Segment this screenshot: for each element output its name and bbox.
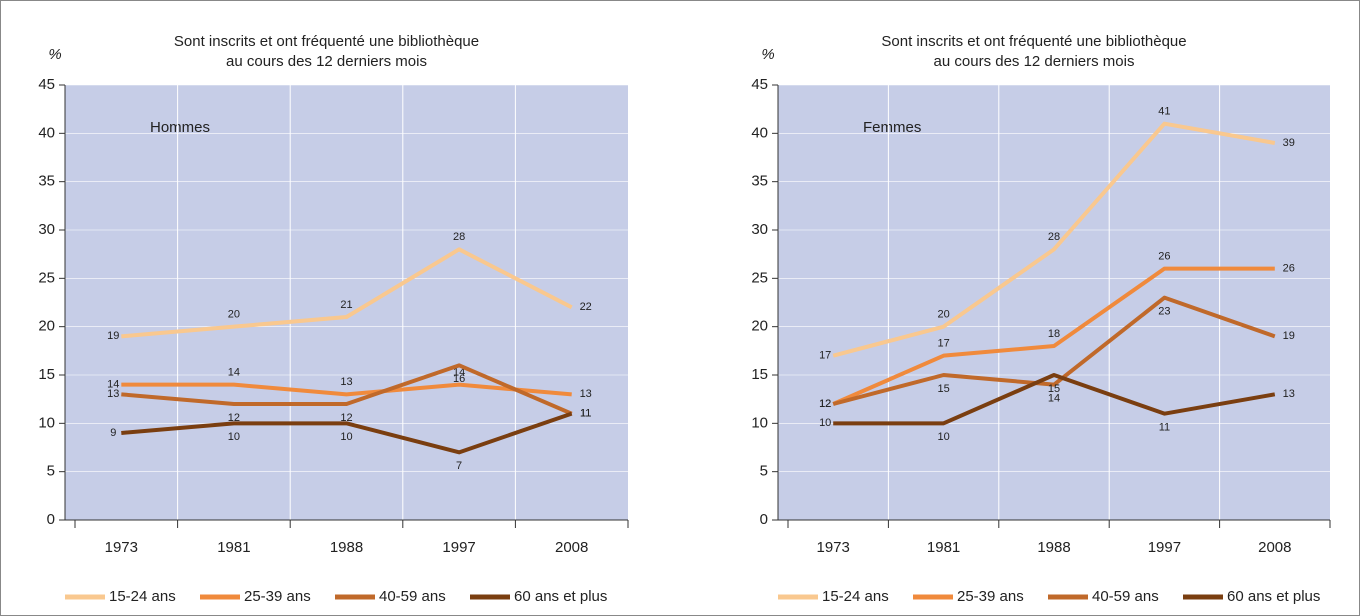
data-label: 9 bbox=[110, 427, 116, 439]
plot-area bbox=[65, 85, 628, 520]
legend-label: 15-24 ans bbox=[109, 588, 176, 605]
data-label: 14 bbox=[107, 379, 119, 391]
data-label: 14 bbox=[228, 367, 240, 379]
chart-title: Sont inscrits et ont fréquenté une bibli… bbox=[881, 33, 1186, 50]
data-label: 26 bbox=[1283, 263, 1295, 275]
data-label: 10 bbox=[228, 431, 240, 443]
series-line bbox=[121, 363, 573, 416]
y-tick-label: 30 bbox=[751, 221, 768, 238]
series-line bbox=[832, 266, 1275, 406]
chart-title: Sont inscrits et ont fréquenté une bibli… bbox=[174, 33, 479, 50]
data-label: 12 bbox=[819, 398, 831, 410]
data-label: 13 bbox=[340, 376, 352, 388]
data-label: 10 bbox=[819, 417, 831, 429]
y-tick-label: 5 bbox=[47, 463, 55, 480]
data-label: 39 bbox=[1283, 137, 1295, 149]
data-label: 10 bbox=[340, 431, 352, 443]
data-label: 12 bbox=[819, 398, 831, 410]
y-tick-label: 25 bbox=[751, 269, 768, 286]
series-line bbox=[832, 121, 1276, 358]
y-tick-label: 0 bbox=[760, 511, 768, 528]
legend-label: 40-59 ans bbox=[379, 588, 446, 605]
data-label: 21 bbox=[340, 299, 352, 311]
annotation: Hommes bbox=[150, 119, 210, 136]
data-label: 16 bbox=[453, 373, 465, 385]
legend-label: 60 ans et plus bbox=[514, 588, 607, 605]
legend-label: 15-24 ans bbox=[822, 588, 889, 605]
y-tick-label: 45 bbox=[38, 76, 55, 93]
y-tick-label: 20 bbox=[751, 318, 768, 335]
legend-label: 25-39 ans bbox=[957, 588, 1024, 605]
data-label: 11 bbox=[580, 408, 591, 420]
x-tick-label: 1988 bbox=[1037, 539, 1070, 556]
data-label: 41 bbox=[1158, 106, 1170, 118]
y-tick-label: 45 bbox=[751, 76, 768, 93]
data-label: 19 bbox=[1283, 330, 1295, 342]
data-label: 14 bbox=[1048, 393, 1060, 405]
data-label: 28 bbox=[453, 231, 465, 243]
x-tick-label: 1973 bbox=[105, 539, 138, 556]
data-label: 15 bbox=[937, 383, 949, 395]
y-axis-label: % bbox=[761, 46, 774, 63]
data-label: 17 bbox=[937, 338, 949, 350]
data-label: 12 bbox=[228, 412, 240, 424]
y-tick-label: 0 bbox=[47, 511, 55, 528]
chart-title: au cours des 12 derniers mois bbox=[226, 53, 427, 70]
data-label: 10 bbox=[937, 431, 949, 443]
x-tick-label: 1973 bbox=[817, 539, 850, 556]
x-tick-label: 2008 bbox=[1258, 539, 1291, 556]
y-tick-label: 40 bbox=[38, 124, 55, 141]
series-line bbox=[833, 373, 1276, 426]
y-tick-label: 10 bbox=[38, 414, 55, 431]
y-tick-label: 35 bbox=[751, 173, 768, 190]
x-tick-label: 1981 bbox=[927, 539, 960, 556]
data-label: 20 bbox=[228, 309, 240, 321]
data-label: 13 bbox=[580, 388, 592, 400]
plot-area bbox=[778, 85, 1330, 520]
series-line bbox=[121, 411, 573, 455]
data-label: 15 bbox=[1048, 383, 1060, 395]
data-label: 26 bbox=[1158, 251, 1170, 263]
data-label: 11 bbox=[1159, 422, 1170, 434]
y-tick-label: 20 bbox=[38, 318, 55, 335]
x-tick-label: 1988 bbox=[330, 539, 363, 556]
data-label: 7 bbox=[456, 460, 462, 472]
data-label: 13 bbox=[1283, 388, 1295, 400]
data-label: 23 bbox=[1158, 306, 1170, 318]
y-axis-label: % bbox=[48, 46, 61, 63]
chart-title: au cours des 12 derniers mois bbox=[934, 53, 1135, 70]
annotation: Femmes bbox=[863, 119, 921, 136]
legend-label: 25-39 ans bbox=[244, 588, 311, 605]
y-tick-label: 10 bbox=[751, 414, 768, 431]
y-tick-label: 25 bbox=[38, 269, 55, 286]
y-tick-label: 40 bbox=[751, 124, 768, 141]
series-line bbox=[832, 295, 1276, 406]
data-label: 19 bbox=[107, 330, 119, 342]
data-label: 20 bbox=[937, 309, 949, 321]
legend-label: 60 ans et plus bbox=[1227, 588, 1320, 605]
y-tick-label: 30 bbox=[38, 221, 55, 238]
series-line bbox=[121, 247, 573, 339]
y-tick-label: 15 bbox=[38, 366, 55, 383]
series-line bbox=[121, 382, 572, 397]
y-tick-label: 15 bbox=[751, 366, 768, 383]
legend-label: 40-59 ans bbox=[1092, 588, 1159, 605]
data-label: 17 bbox=[819, 350, 831, 362]
x-tick-label: 1981 bbox=[217, 539, 250, 556]
x-tick-label: 1997 bbox=[442, 539, 475, 556]
data-label: 22 bbox=[580, 301, 592, 313]
x-tick-label: 2008 bbox=[555, 539, 588, 556]
data-label: 28 bbox=[1048, 231, 1060, 243]
data-label: 18 bbox=[1048, 328, 1060, 340]
y-tick-label: 35 bbox=[38, 173, 55, 190]
data-label: 12 bbox=[340, 412, 352, 424]
data-label: 13 bbox=[107, 388, 119, 400]
x-tick-label: 1997 bbox=[1148, 539, 1181, 556]
data-label: 14 bbox=[453, 367, 465, 379]
y-tick-label: 5 bbox=[760, 463, 768, 480]
data-label: 11 bbox=[580, 408, 591, 420]
